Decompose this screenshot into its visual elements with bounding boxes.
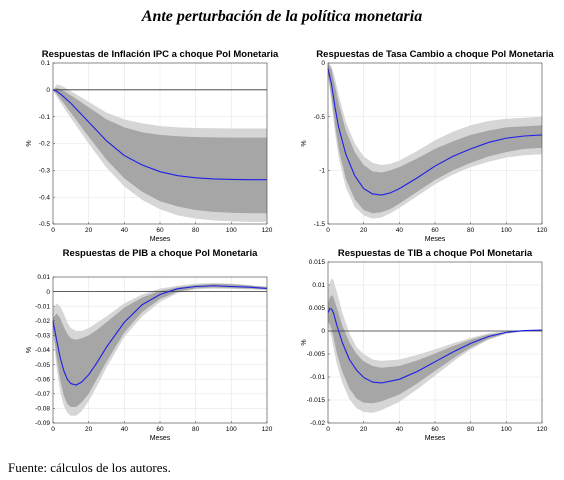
y-tick-label: -0.03 [35, 333, 50, 340]
y-tick-label: 0.015 [309, 259, 326, 266]
x-tick-label: 120 [262, 426, 273, 433]
inner-confidence-band [53, 284, 267, 407]
y-axis-label: % [301, 140, 308, 146]
x-tick-label: 0 [326, 227, 330, 234]
x-tick-label: 20 [85, 227, 93, 234]
x-axis-label: Meses [150, 435, 171, 442]
y-tick-label: -0.02 [310, 420, 325, 427]
figure-title: Ante perturbación de la política monetar… [141, 8, 423, 25]
chart-title: Respuestas de PIB a choque Pol Monetaria [63, 248, 259, 259]
x-tick-label: 0 [51, 426, 55, 433]
y-tick-label: -0.05 [35, 362, 50, 369]
x-tick-label: 20 [360, 227, 368, 234]
x-tick-label: 60 [156, 426, 164, 433]
y-tick-label: -0.4 [39, 194, 51, 201]
y-tick-label: -0.02 [35, 318, 50, 325]
x-tick-label: 40 [121, 227, 129, 234]
x-tick-label: 100 [226, 426, 237, 433]
y-tick-label: 0.005 [309, 305, 326, 312]
x-tick-label: 100 [501, 227, 512, 234]
chart-title: Respuestas de Inflación IPC a choque Pol… [42, 49, 279, 60]
x-tick-label: 60 [156, 227, 164, 234]
x-tick-label: 0 [51, 227, 55, 234]
y-axis-label: % [26, 140, 33, 146]
median-response-line [327, 308, 543, 384]
inner-confidence-band [53, 87, 267, 214]
y-tick-label: 0.01 [37, 274, 50, 281]
y-tick-label: -0.01 [35, 303, 50, 310]
chart-title: Respuestas de Tasa Cambio a choque Pol M… [316, 49, 554, 60]
y-axis-label: % [301, 339, 308, 345]
chart-panel-4: 0 20 40 60 80 100 120 0.015 0.01 0.005 0 -0.005 -0.0… [301, 248, 548, 442]
x-tick-label: 0 [326, 426, 330, 433]
x-tick-label: 40 [396, 227, 404, 234]
y-tick-label: -0.005 [307, 351, 326, 358]
x-tick-label: 120 [537, 426, 548, 433]
x-tick-label: 80 [192, 426, 200, 433]
x-tick-label: 20 [85, 426, 93, 433]
inner-confidence-band [328, 295, 542, 404]
x-tick-label: 120 [537, 227, 548, 234]
median-response-line [52, 89, 267, 181]
x-tick-label: 80 [467, 227, 475, 234]
y-tick-label: 0.1 [41, 60, 50, 67]
median-response-line [52, 285, 268, 386]
y-tick-label: -0.04 [35, 347, 50, 354]
y-tick-label: 0.01 [312, 282, 325, 289]
y-tick-label: 0 [321, 328, 325, 335]
inner-confidence-band [328, 63, 542, 214]
y-tick-label: 0 [321, 60, 325, 67]
x-tick-label: 100 [501, 426, 512, 433]
x-tick-label: 120 [262, 227, 273, 234]
median-response-line [327, 68, 543, 196]
y-tick-label: -0.015 [307, 397, 326, 404]
y-tick-label: 0 [46, 289, 50, 296]
y-tick-label: -0.08 [35, 406, 50, 413]
x-axis-label: Meses [150, 236, 171, 243]
x-tick-label: 60 [431, 426, 439, 433]
x-tick-label: 80 [192, 227, 200, 234]
y-tick-label: -0.5 [314, 114, 326, 121]
y-tick-label: -0.2 [39, 141, 51, 148]
x-tick-label: 40 [396, 426, 404, 433]
y-tick-label: -0.3 [39, 168, 51, 175]
y-axis-label: % [26, 347, 33, 353]
x-tick-label: 40 [121, 426, 129, 433]
x-tick-label: 60 [431, 227, 439, 234]
x-tick-label: 80 [467, 426, 475, 433]
y-tick-label: -0.07 [35, 391, 50, 398]
y-tick-label: -0.06 [35, 376, 50, 383]
x-tick-label: 20 [360, 426, 368, 433]
x-tick-label: 100 [226, 227, 237, 234]
chart-panel-2: 0 20 40 60 80 100 120 0 -0.5 -1 -1.5 Meses% Respuest… [301, 49, 554, 243]
y-tick-label: 0 [46, 87, 50, 94]
chart-title: Respuestas de TIB a choque Pol Monetaria [338, 248, 533, 259]
y-tick-label: -0.1 [39, 114, 51, 121]
y-tick-label: -0.01 [310, 374, 325, 381]
y-tick-label: -0.5 [39, 221, 51, 228]
x-axis-label: Meses [425, 236, 446, 243]
y-tick-label: -0.09 [35, 420, 50, 427]
x-axis-label: Meses [425, 435, 446, 442]
y-tick-label: -1.5 [314, 221, 326, 228]
source-note: Fuente: cálculos de los autores. [8, 460, 171, 475]
y-tick-label: -1 [319, 168, 325, 175]
chart-panel-1: 0 20 40 60 80 100 120 0.1 0 -0.1 -0.2 -0.3 -0.4 -0.5 M… [26, 49, 279, 243]
chart-panel-3: 0 20 40 60 80 100 120 0.01 0 -0.01 -0.02 -0.03 -0.04… [26, 248, 273, 442]
